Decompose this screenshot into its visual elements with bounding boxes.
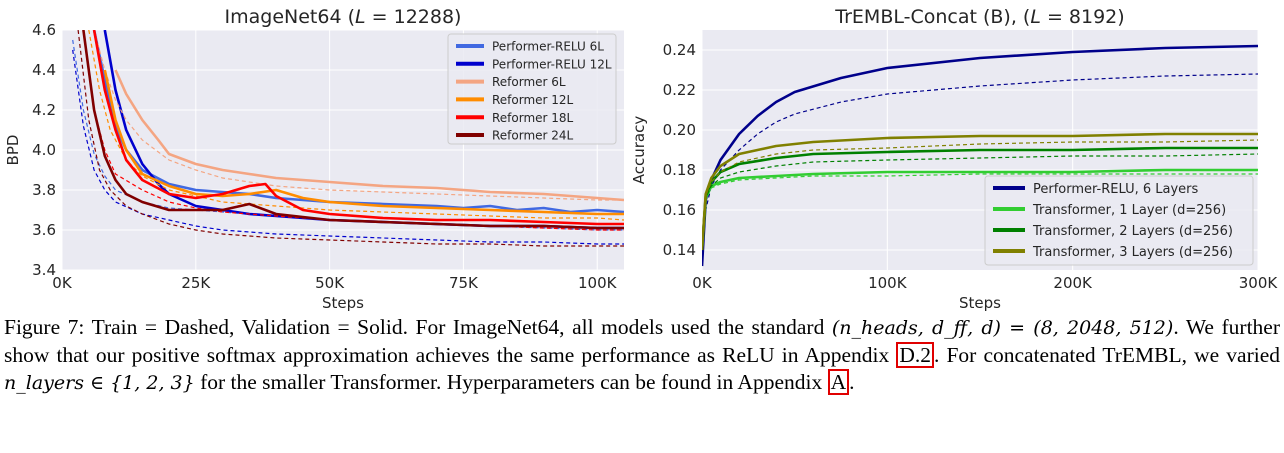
- legend-label: Performer-RELU, 6 Layers: [1033, 182, 1199, 197]
- train-series-line: [702, 173, 1258, 251]
- x-tick-label: 75K: [449, 274, 479, 292]
- y-tick-label: 0.22: [663, 81, 696, 99]
- legend-label: Performer-RELU 6L: [492, 40, 604, 54]
- x-tick-label: 100K: [868, 274, 908, 292]
- validation-series-line: [103, 69, 624, 216]
- legend-label: Transformer, 3 Layers (d=256): [1032, 245, 1233, 260]
- chart-title-part: L: [355, 6, 366, 28]
- x-tick-label: 300K: [1239, 274, 1279, 292]
- chart-title-part: ImageNet64 (: [225, 6, 356, 28]
- trembl-concat-chart: 0K 100K 200K 300K 0.14 0.16 0.18 0.20 0.22 0.24 Tr…: [630, 6, 1278, 312]
- chart-title-part: = 12288): [366, 6, 462, 28]
- legend-label: Performer-RELU 12L: [492, 57, 612, 71]
- legend-label: Transformer, 2 Layers (d=256): [1032, 224, 1233, 239]
- x-tick-label: 100K: [578, 274, 618, 292]
- train-series-line: [702, 153, 1258, 251]
- train-series-line: [702, 73, 1258, 261]
- y-tick-label: 0.14: [663, 241, 696, 259]
- chart-title: ImageNet64 (L = 12288): [225, 6, 462, 28]
- chart-title-part: TrEMBL-Concat (B), (: [834, 6, 1030, 28]
- x-tick-label: 50K: [315, 274, 345, 292]
- y-tick-label: 4.6: [32, 21, 56, 39]
- legend-label: Reformer 6L: [492, 75, 566, 89]
- x-tick-label: 0K: [52, 274, 73, 292]
- validation-series-line: [92, 30, 624, 226]
- x-axis-title: Steps: [322, 294, 364, 312]
- appendix-d2-link[interactable]: D.2: [896, 342, 934, 368]
- series-lines: [72, 30, 624, 247]
- y-tick-label: 0.18: [663, 161, 696, 179]
- chart-title: TrEMBL-Concat (B), (L = 8192): [834, 6, 1124, 28]
- caption-math-1: (n_heads, d_ff, d) = (8, 2048, 512): [831, 317, 1174, 339]
- chart-title-part: = 8192): [1041, 6, 1125, 28]
- caption-text-4: for the smaller Transformer. Hyperparame…: [200, 370, 823, 394]
- series-lines: [702, 44, 1258, 267]
- legend-label: Reformer 24L: [492, 129, 574, 143]
- x-axis-title: Steps: [959, 294, 1001, 312]
- y-tick-label: 3.8: [32, 181, 56, 199]
- figure-caption: Figure 7: Train = Dashed, Validation = S…: [4, 314, 1280, 397]
- caption-math-2: n_layers ∈ {1, 2, 3}: [4, 372, 195, 394]
- x-tick-label: 0K: [692, 274, 713, 292]
- train-series-line: [77, 30, 624, 247]
- caption-text-3: . For concatenated TrEMBL, we varied: [934, 343, 1280, 367]
- figure: 0K 25K 50K 75K 100K 3.4 3.6 3.8 4.0 4.2 4.4 4.6 Imag…: [4, 6, 1278, 312]
- caption-text-2: . We further show that our positive soft…: [4, 315, 1280, 367]
- legend-label: Transformer, 1 Layer (d=256): [1032, 203, 1226, 218]
- train-series-line: [88, 30, 624, 221]
- legend-box: [447, 33, 617, 145]
- validation-series-line: [702, 132, 1258, 251]
- y-tick-label: 0.16: [663, 201, 696, 219]
- caption-text-1: Train = Dashed, Validation = Solid. For …: [91, 315, 825, 339]
- legend-label: Reformer 12L: [492, 93, 574, 107]
- caption-text-5: .: [849, 370, 855, 394]
- y-tick-label: 3.6: [32, 221, 56, 239]
- legend-label: Reformer 18L: [492, 111, 574, 125]
- y-axis-title: Accuracy: [630, 116, 648, 185]
- y-tick-label: 4.4: [32, 61, 56, 79]
- y-tick-label: 4.2: [32, 101, 56, 119]
- legend-box: [984, 175, 1254, 266]
- appendix-a-link[interactable]: A: [827, 369, 850, 395]
- x-tick-label: 200K: [1053, 274, 1093, 292]
- validation-series-line: [114, 69, 624, 202]
- y-tick-label: 0.20: [663, 121, 696, 139]
- train-series-line: [93, 30, 624, 201]
- train-series-line: [82, 30, 624, 231]
- y-tick-label: 3.4: [32, 261, 56, 279]
- chart-title-part: L: [1030, 6, 1041, 28]
- y-tick-label: 4.0: [32, 141, 56, 159]
- x-tick-label: 25K: [181, 274, 211, 292]
- validation-series-line: [82, 30, 624, 230]
- imagenet64-chart: 0K 25K 50K 75K 100K 3.4 3.6 3.8 4.0 4.2 4.4 4.6 Imag…: [4, 6, 624, 312]
- caption-label: Figure 7:: [4, 315, 85, 339]
- y-axis-title: BPD: [4, 135, 22, 166]
- y-tick-label: 0.24: [663, 41, 696, 59]
